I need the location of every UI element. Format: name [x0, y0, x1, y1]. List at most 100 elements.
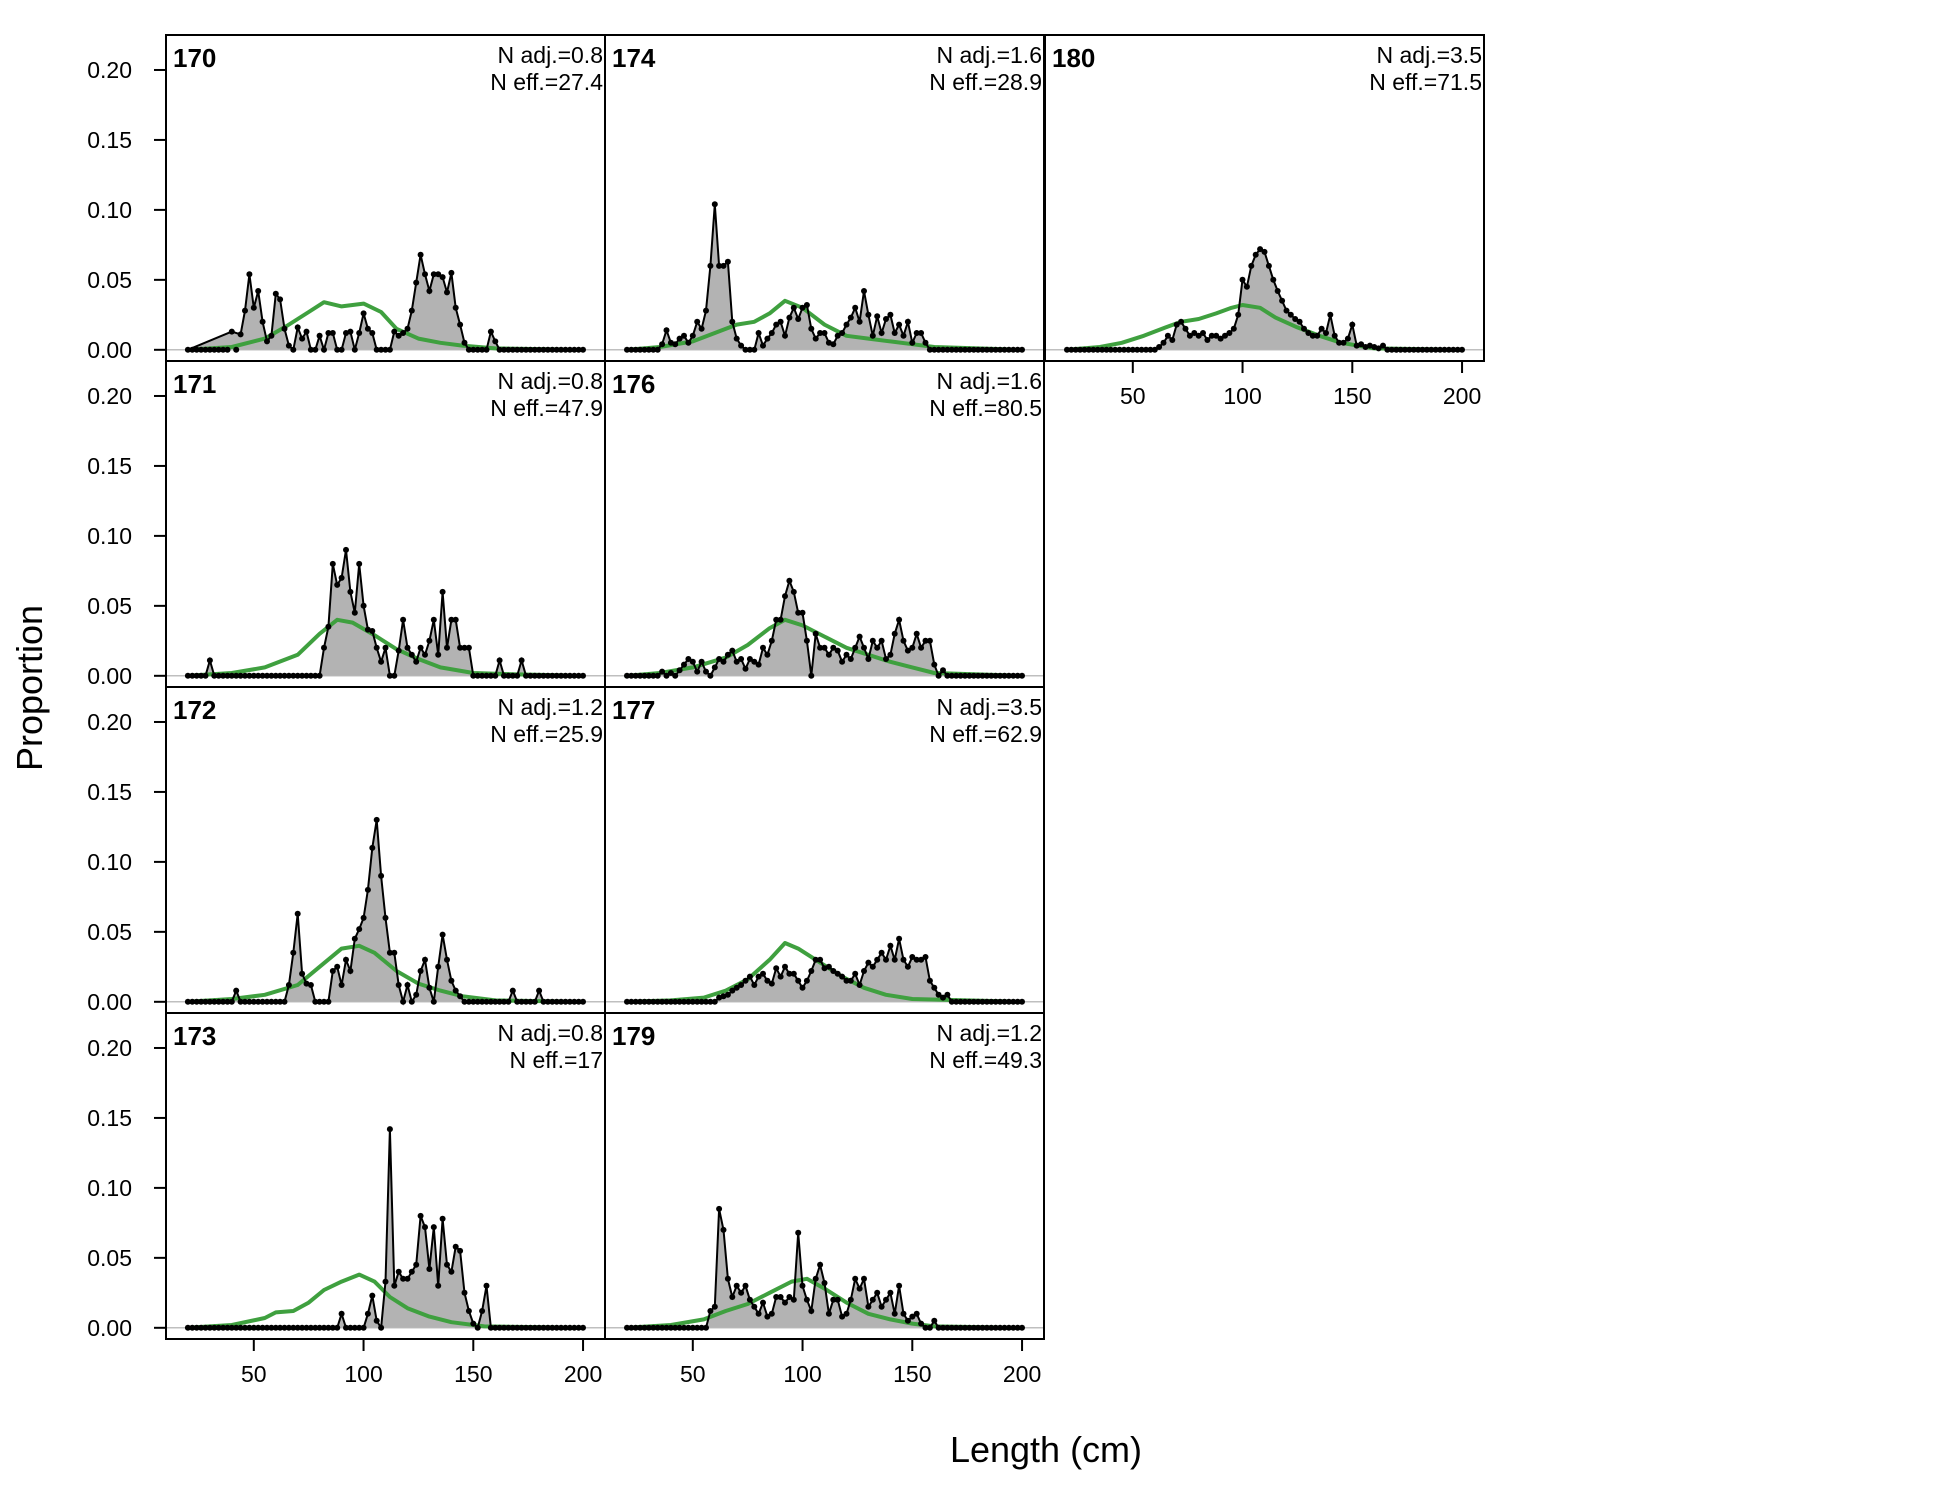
observed-point: [553, 998, 560, 1005]
observed-point: [887, 311, 894, 318]
observed-point: [544, 1324, 551, 1331]
observed-point: [430, 616, 437, 623]
observed-point: [487, 998, 494, 1005]
observed-point: [264, 998, 270, 1005]
observed-point: [378, 1324, 385, 1331]
observed-point: [1200, 330, 1206, 336]
x-tick-label: 50: [1120, 383, 1146, 409]
observed-point: [764, 335, 771, 342]
observed-point: [1423, 346, 1430, 353]
observed-point: [1349, 321, 1356, 328]
observed-point: [979, 672, 986, 679]
observed-point: [1314, 332, 1321, 339]
observed-point: [703, 1324, 709, 1331]
observed-point: [193, 1324, 200, 1331]
observed-point: [338, 574, 345, 581]
observed-point: [1380, 342, 1386, 349]
observed-point: [1068, 346, 1075, 353]
observed-point: [659, 1324, 666, 1331]
observed-point: [549, 672, 556, 679]
observed-point: [382, 644, 389, 651]
observed-point: [523, 1324, 529, 1331]
observed-point: [940, 346, 946, 353]
observed-point: [742, 665, 749, 672]
observed-point: [632, 1324, 639, 1331]
observed-point: [281, 998, 288, 1005]
observed-point: [299, 970, 306, 977]
observed-point: [483, 998, 490, 1005]
observed-point: [1239, 276, 1246, 283]
observed-point: [878, 1303, 885, 1310]
observed-point: [382, 1278, 389, 1285]
observed-point: [1099, 346, 1106, 353]
observed-point: [518, 346, 525, 353]
observed-point: [303, 328, 310, 335]
observed-point: [250, 998, 257, 1005]
observed-point: [1143, 346, 1149, 353]
observed-point: [940, 667, 946, 674]
observed-point: [808, 325, 815, 332]
observed-point: [430, 271, 437, 278]
observed-point: [983, 1324, 990, 1331]
observed-point: [1191, 330, 1198, 336]
observed-point: [962, 346, 968, 353]
observed-point: [883, 1296, 889, 1303]
observed-point: [1340, 339, 1347, 346]
observed-point: [979, 346, 986, 353]
observed-point: [373, 644, 380, 651]
observed-point: [847, 977, 854, 984]
observed-point: [1415, 346, 1422, 353]
observed-point: [395, 1268, 402, 1275]
x-tick-label: 100: [783, 1361, 821, 1387]
observed-point: [676, 998, 683, 1005]
observed-point: [1301, 325, 1307, 332]
observed-point: [777, 616, 784, 623]
observed-point: [817, 956, 824, 963]
observed-point: [329, 560, 336, 567]
observed-point: [536, 346, 543, 353]
observed-point: [1397, 346, 1404, 353]
observed-point: [685, 339, 692, 346]
observed-point: [817, 330, 824, 336]
observed-point: [1005, 1324, 1012, 1331]
observed-point: [1410, 346, 1417, 353]
observed-point: [457, 1247, 464, 1254]
observed-point: [549, 998, 556, 1005]
observed-point: [474, 346, 481, 353]
observed-point: [479, 672, 486, 679]
observed-point: [896, 935, 903, 942]
observed-point: [760, 970, 766, 977]
observed-point: [755, 661, 762, 668]
observed-point: [228, 998, 235, 1005]
observed-point: [1331, 332, 1338, 339]
observed-point: [1010, 1324, 1017, 1331]
observed-point: [281, 325, 288, 332]
panel-173: 173 N adj.=0.8N eff.=17: [165, 1012, 606, 1340]
observed-point: [562, 1324, 569, 1331]
observed-point: [742, 977, 749, 984]
observed-point: [782, 332, 788, 339]
observed-point: [224, 672, 231, 679]
observed-point: [768, 330, 775, 336]
observed-point: [724, 651, 731, 658]
x-tick-label: 50: [680, 1361, 706, 1387]
observed-point: [988, 672, 995, 679]
observed-point: [1014, 1324, 1021, 1331]
observed-point: [834, 970, 841, 977]
observed-point: [724, 991, 731, 998]
observed-point: [896, 616, 903, 623]
observed-point: [492, 338, 499, 345]
observed-point: [1230, 325, 1237, 332]
observed-point: [1081, 346, 1088, 353]
observed-point: [1103, 346, 1110, 353]
observed-point: [184, 1324, 191, 1331]
observed-point: [975, 672, 982, 679]
observed-point: [184, 998, 191, 1005]
observed-point: [782, 963, 788, 970]
observed-point: [1064, 346, 1070, 353]
observed-point: [847, 1296, 854, 1303]
observed-point: [821, 330, 828, 336]
observed-point: [364, 1310, 371, 1317]
observed-point: [874, 1289, 881, 1296]
